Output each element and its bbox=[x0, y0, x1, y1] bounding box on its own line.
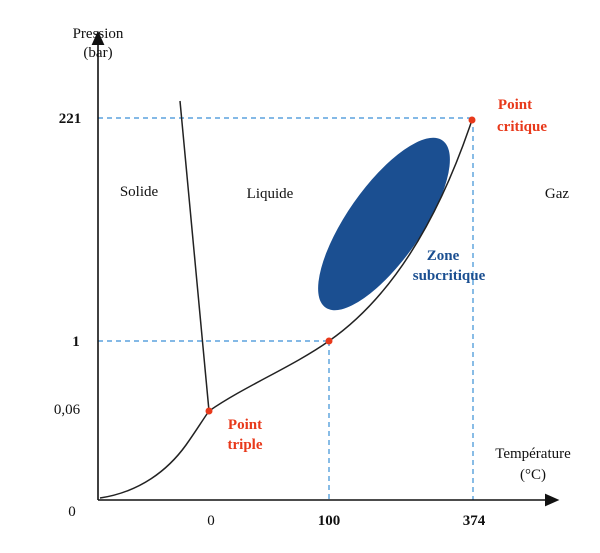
zone-label-line2: subcritique bbox=[413, 268, 486, 284]
region-liquid-label: Liquide bbox=[247, 186, 294, 202]
vaporization-curve bbox=[208, 119, 473, 412]
critical-point-marker bbox=[468, 116, 476, 124]
region-solid-label: Solide bbox=[120, 184, 159, 200]
x-tick-100: 100 bbox=[318, 513, 341, 529]
critical-point-label-line2: critique bbox=[497, 119, 547, 135]
zone-label-line1: Zone bbox=[427, 248, 460, 264]
x-axis-label-line1: Température bbox=[495, 446, 571, 462]
sublimation-curve bbox=[99, 410, 210, 499]
y-tick-1: 1 bbox=[72, 334, 80, 350]
triple-point-label-line1: Point bbox=[228, 417, 262, 433]
x-tick-374: 374 bbox=[463, 513, 486, 529]
y-axis-label-line1: Pression bbox=[73, 26, 124, 42]
y-tick-221: 221 bbox=[59, 111, 82, 127]
fusion-curve bbox=[179, 100, 210, 412]
critical-point-label-line1: Point bbox=[498, 97, 532, 113]
y-axis-label-line2: (bar) bbox=[83, 45, 112, 61]
subcritical-zone-ellipse bbox=[318, 137, 450, 311]
y-tick-0-06: 0,06 bbox=[54, 402, 81, 418]
triple-point-label-line2: triple bbox=[228, 437, 263, 453]
x-axis-label-line2: (°C) bbox=[520, 467, 546, 483]
x-tick-0: 0 bbox=[207, 513, 215, 529]
triple-point-marker bbox=[205, 407, 213, 415]
region-gas-label: Gaz bbox=[545, 186, 569, 202]
origin-label: 0 bbox=[68, 504, 76, 520]
boiling-point-marker bbox=[325, 337, 333, 345]
